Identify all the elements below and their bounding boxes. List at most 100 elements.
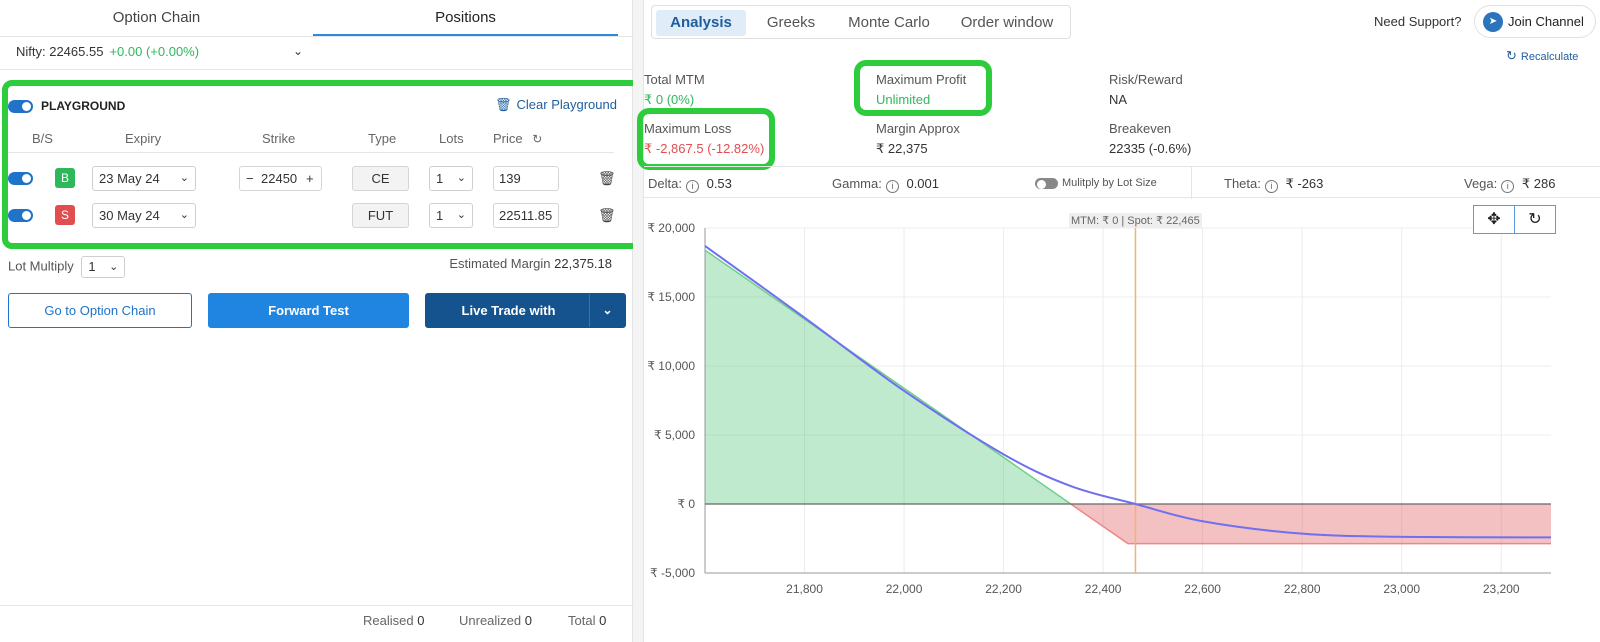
plus-icon[interactable]: + xyxy=(306,171,314,186)
payoff-chart[interactable]: ₹ 20,000 ₹ 15,000 ₹ 10,000 ₹ 5,000 ₹ 0 ₹ -5,0… xyxy=(644,200,1600,642)
theta: Theta: i ₹ -263 xyxy=(1224,176,1323,193)
right-panel: Analysis Greeks Monte Carlo Order window… xyxy=(637,0,1600,642)
x-tick-label: 22,200 xyxy=(985,582,1022,596)
tab-greeks[interactable]: Greeks xyxy=(766,14,816,31)
trash-icon: 🗑 xyxy=(495,97,512,112)
target-payoff-line xyxy=(704,245,1552,539)
lot-multiply-select[interactable]: 1 ⌄ xyxy=(81,256,126,278)
tab-positions[interactable]: Positions xyxy=(313,0,618,36)
total-value: 0 xyxy=(599,613,607,628)
nifty-quote[interactable]: Nifty: 22465.55 +0.00 (+0.00%) xyxy=(16,44,199,59)
lots-select[interactable]: 1 ⌄ xyxy=(429,166,473,191)
max-loss-value: ₹ -2,867.5 (-12.82%) xyxy=(644,141,765,156)
clear-playground-button[interactable]: 🗑 Clear Playground xyxy=(495,97,617,113)
tab-monte-carlo[interactable]: Monte Carlo xyxy=(848,14,930,31)
sell-badge[interactable]: S xyxy=(55,205,75,225)
delta-label: Delta: xyxy=(648,176,682,191)
row-toggle[interactable] xyxy=(8,209,33,222)
analysis-tabs: Analysis Greeks Monte Carlo Order window xyxy=(651,5,1071,39)
chevron-down-icon[interactable]: ⌄ xyxy=(589,294,625,327)
max-loss-label: Maximum Loss xyxy=(644,121,732,136)
expiry-payoff-profit-line xyxy=(704,249,1072,505)
y-tick-label: ₹ 5,000 xyxy=(654,428,695,442)
forward-test-button[interactable]: Forward Test xyxy=(208,293,409,328)
chevron-down-icon: ⌄ xyxy=(456,209,466,221)
gamma: Gamma: i 0.001 xyxy=(832,176,939,193)
info-icon[interactable]: i xyxy=(885,180,899,193)
lot-multiply-value: 1 xyxy=(88,259,96,274)
playground-toggle[interactable] xyxy=(8,100,33,113)
delta: Delta: i 0.53 xyxy=(648,176,732,193)
type-field: CE xyxy=(352,166,409,191)
support-label: Need Support? xyxy=(1374,14,1462,29)
realised-label: Realised xyxy=(363,613,414,628)
vega-label: Vega: xyxy=(1464,176,1498,191)
chart-areas xyxy=(705,250,1551,544)
row-toggle[interactable] xyxy=(8,172,33,185)
buy-badge[interactable]: B xyxy=(55,168,75,188)
multiply-lot-size[interactable]: Mulitply by Lot Size xyxy=(1035,177,1157,189)
recalculate-button[interactable]: ↻ Recalculate xyxy=(1506,48,1578,64)
info-icon[interactable]: i xyxy=(1264,180,1278,193)
join-channel-button[interactable]: ➤ Join Channel xyxy=(1474,5,1596,38)
info-icon[interactable]: i xyxy=(1501,180,1515,193)
delta-value: 0.53 xyxy=(706,176,732,191)
tab-option-chain[interactable]: Option Chain xyxy=(112,9,201,26)
total-mtm-value: ₹ 0 (0%) xyxy=(644,92,695,107)
pan-icon[interactable]: ✥ xyxy=(1473,205,1515,234)
panel-separator xyxy=(633,0,643,642)
x-tick-label: 23,000 xyxy=(1383,582,1420,596)
theta-label: Theta: xyxy=(1224,176,1261,191)
type-field: FUT xyxy=(352,203,409,228)
trash-icon[interactable]: 🗑 xyxy=(598,170,616,186)
max-profit-label: Maximum Profit xyxy=(876,72,967,87)
multiply-label: Mulitply by Lot Size xyxy=(1062,177,1157,189)
gamma-label: Gamma: xyxy=(832,176,882,191)
join-channel-label: Join Channel xyxy=(1508,14,1584,29)
reset-zoom-icon[interactable]: ↻ xyxy=(1514,205,1556,234)
breakeven-label: Breakeven xyxy=(1109,121,1172,136)
price-input[interactable]: 22511.85 xyxy=(493,203,559,228)
max-loss-highlight xyxy=(637,108,775,170)
divider xyxy=(8,152,614,153)
breakeven-value: 22335 (-0.6%) xyxy=(1109,141,1192,156)
lots-select[interactable]: 1 ⌄ xyxy=(429,203,473,228)
price-input[interactable]: 139 xyxy=(493,166,559,191)
multiply-toggle[interactable] xyxy=(1035,177,1058,189)
lot-multiply-label: Lot Multiply xyxy=(8,258,74,274)
margin-value: ₹ 22,375 xyxy=(876,141,928,156)
expiry-select[interactable]: 23 May 24 ⌄ xyxy=(92,166,196,191)
live-trade-button[interactable]: Live Trade with ⌄ xyxy=(425,293,626,328)
tab-order-window[interactable]: Order window xyxy=(960,14,1054,31)
live-trade-label: Live Trade with xyxy=(461,303,556,318)
total-label: Total xyxy=(568,613,596,628)
playground-title: PLAYGROUND xyxy=(41,99,126,113)
y-tick-label: ₹ 0 xyxy=(677,497,695,511)
clear-playground-label: Clear Playground xyxy=(516,97,617,112)
unrealized-label: Unrealized xyxy=(459,613,522,628)
chevron-down-icon[interactable]: ⌄ xyxy=(293,44,304,58)
expiry-select[interactable]: 30 May 24 ⌄ xyxy=(92,203,196,228)
refresh-icon[interactable]: ↻ xyxy=(532,132,543,146)
strike-value: 22450 xyxy=(261,171,298,186)
y-tick-label: ₹ -5,000 xyxy=(650,566,695,580)
gamma-value: 0.001 xyxy=(906,176,940,191)
divider xyxy=(0,69,633,70)
x-tick-label: 22,000 xyxy=(886,582,923,596)
go-to-option-chain-button[interactable]: Go to Option Chain xyxy=(8,293,192,328)
estimated-margin-label: Estimated Margin xyxy=(449,256,551,271)
info-icon[interactable]: i xyxy=(685,180,699,193)
x-tick-label: 23,200 xyxy=(1483,582,1520,596)
theta-value: ₹ -263 xyxy=(1285,176,1324,191)
col-strike: Strike xyxy=(262,131,296,146)
estimated-margin-value: 22,375.18 xyxy=(554,256,612,271)
trash-icon[interactable]: 🗑 xyxy=(598,207,616,223)
chart-ticks: ₹ 20,000 ₹ 15,000 ₹ 10,000 ₹ 5,000 ₹ 0 ₹ -5,0… xyxy=(647,221,1520,596)
minus-icon[interactable]: − xyxy=(246,171,254,186)
max-profit-highlight xyxy=(854,60,992,116)
left-panel: Option Chain Positions Nifty: 22465.55 +0… xyxy=(0,0,642,642)
strike-stepper[interactable]: − 22450 + xyxy=(239,166,322,191)
tab-analysis[interactable]: Analysis xyxy=(656,10,746,36)
total: Total 0 xyxy=(568,613,606,628)
chevron-down-icon: ⌄ xyxy=(179,172,189,184)
